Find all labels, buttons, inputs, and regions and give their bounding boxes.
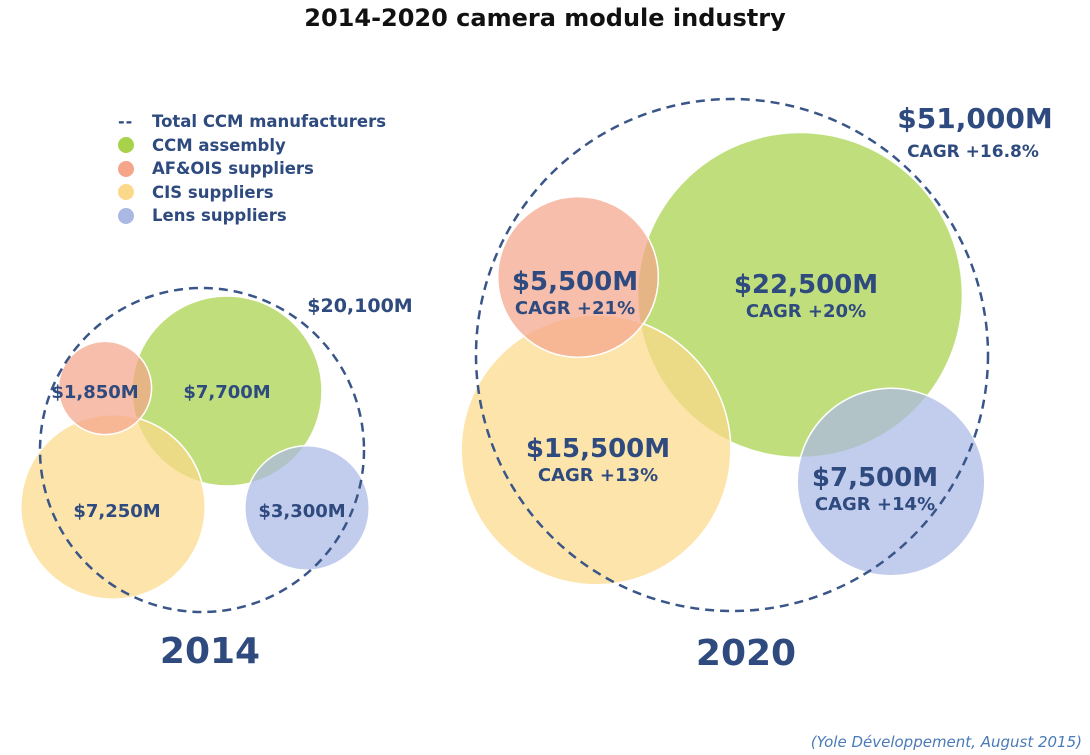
legend-item-cis: CIS suppliers — [118, 181, 386, 205]
total-circle-2020 — [474, 97, 990, 613]
legend-item-af-ois: AF&OIS suppliers — [118, 157, 386, 181]
data-label: $22,500M — [734, 270, 878, 300]
legend-label: CCM assembly — [152, 135, 286, 155]
total-label: $51,000M — [897, 102, 1052, 135]
total-cagr-label: CAGR +16.8% — [907, 142, 1039, 162]
red-dot-icon — [118, 160, 134, 177]
legend-label: AF&OIS suppliers — [152, 159, 314, 178]
legend-item-lens: Lens suppliers — [118, 204, 386, 228]
green-dot-icon — [118, 137, 134, 154]
total-circle-2014 — [38, 286, 366, 614]
source-note: (Yole Développement, August 2015) — [810, 733, 1082, 751]
year-label: 2020 — [696, 633, 796, 674]
chart-title: 2014-2020 camera module industry — [304, 4, 786, 32]
dashed-line-icon: -- — [118, 112, 134, 131]
total-label: $20,100M — [307, 295, 412, 317]
data-label: $3,300M — [258, 501, 345, 522]
legend-item-total: -- Total CCM manufacturers — [118, 110, 386, 134]
bubble-af-ois-suppliers-2020 — [496, 195, 660, 359]
data-label: $7,700M — [183, 382, 270, 403]
data-label: $1,850M — [51, 382, 138, 403]
data-label: $7,500M — [812, 463, 938, 493]
data-label: $7,250M — [73, 501, 160, 522]
legend: -- Total CCM manufacturers CCM assembly A… — [118, 110, 386, 228]
legend-label: Total CCM manufacturers — [152, 112, 387, 131]
yellow-dot-icon — [118, 184, 134, 201]
bubble-lens-suppliers-2020 — [796, 387, 986, 577]
data-label: $15,500M — [526, 434, 670, 464]
year-label: 2014 — [160, 631, 260, 672]
cagr-label: CAGR +14% — [815, 494, 935, 515]
blue-dot-icon — [118, 207, 134, 224]
cagr-label: CAGR +13% — [538, 465, 658, 486]
cagr-label: CAGR +21% — [515, 298, 635, 319]
data-label: $5,500M — [512, 267, 638, 297]
legend-label: Lens suppliers — [152, 206, 287, 225]
bubble-af-ois-suppliers-2014 — [57, 340, 153, 436]
legend-item-ccm-assembly: CCM assembly — [118, 134, 386, 158]
legend-label: CIS suppliers — [152, 182, 274, 202]
cagr-label: CAGR +20% — [746, 301, 866, 322]
